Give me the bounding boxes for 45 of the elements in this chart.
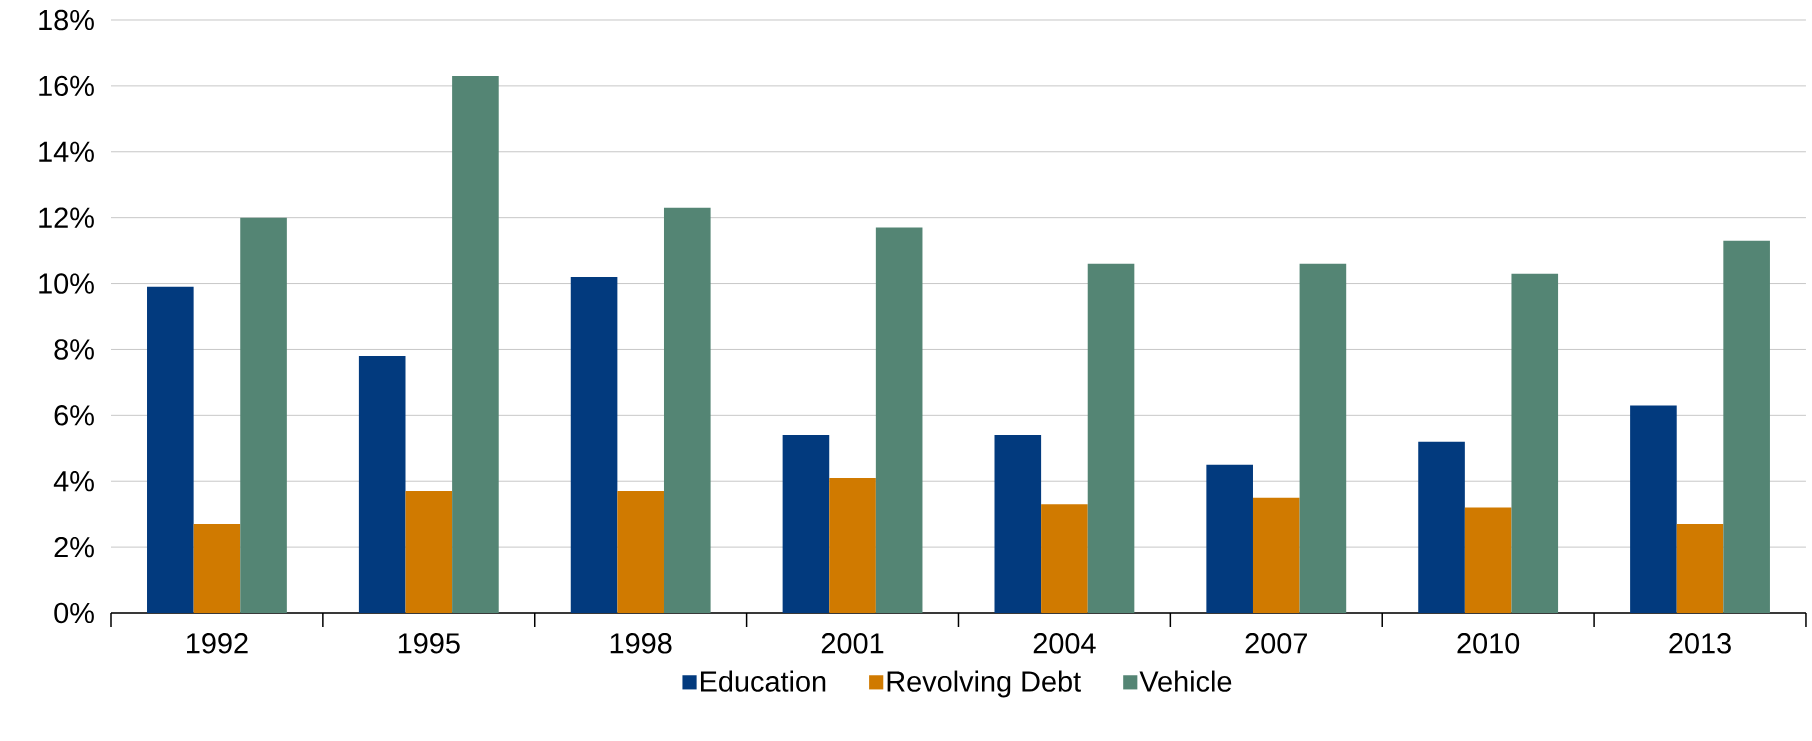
bar (358, 356, 406, 613)
bar (1676, 524, 1724, 613)
y-tick-label: 2% (54, 536, 94, 558)
x-tick-label: 2013 (1669, 633, 1731, 654)
bar (405, 491, 453, 613)
bar (1087, 263, 1135, 613)
x-tick-label: 2007 (1245, 633, 1307, 654)
y-tick-label: 14% (39, 141, 94, 162)
y-tick-label: 4% (53, 471, 94, 492)
bar (782, 435, 830, 613)
bar (617, 491, 664, 613)
bar (452, 76, 499, 613)
legend-label: Revolving Debt (887, 670, 1081, 698)
bar (1418, 441, 1465, 613)
y-tick-label: 12% (39, 207, 94, 228)
bar (829, 477, 876, 613)
bar (1464, 507, 1512, 613)
y-tick-label: 6% (54, 405, 94, 426)
y-tick-label: 8% (54, 339, 94, 360)
bar (193, 524, 241, 613)
bar (1723, 240, 1770, 613)
x-tick-label: 1998 (610, 633, 672, 654)
bar (1511, 273, 1559, 613)
x-tick-label: 2010 (1457, 633, 1520, 654)
x-tick-label: 1995 (398, 633, 460, 654)
x-tick-label: 1992 (187, 633, 248, 654)
bar (1252, 497, 1300, 613)
bar (875, 227, 923, 613)
bar (994, 435, 1042, 613)
bar (1630, 405, 1677, 613)
bar (240, 217, 287, 613)
bar (663, 207, 711, 613)
y-tick-label: 0% (54, 602, 94, 624)
y-tick-label: 16% (39, 75, 94, 97)
y-tick-label: 10% (39, 273, 94, 294)
bar (1206, 464, 1253, 613)
x-tick-label: 2001 (821, 633, 884, 654)
y-tick-label: 18% (39, 9, 94, 31)
legend-label: Education (700, 670, 826, 692)
bar (1299, 263, 1347, 613)
bar (570, 276, 618, 613)
bar (1041, 504, 1088, 613)
bar (147, 286, 194, 613)
legend-label: Vehicle (1139, 670, 1232, 692)
x-tick-label: 2004 (1033, 633, 1096, 654)
